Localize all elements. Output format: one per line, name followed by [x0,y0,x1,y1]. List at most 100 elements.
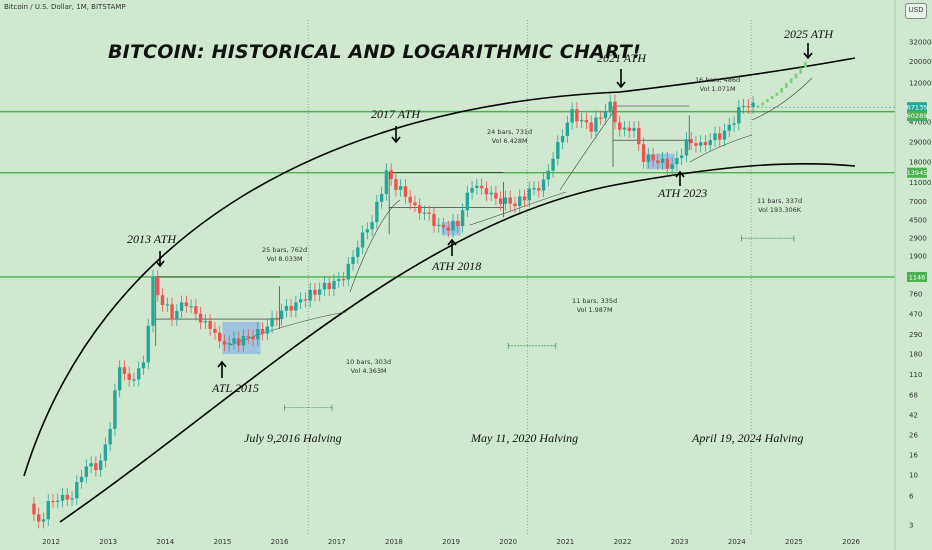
candle-body [494,192,498,199]
candle-body [170,304,174,320]
candle-body [141,362,146,369]
candle-body [713,133,717,141]
candle-body [208,320,212,329]
price-badge-60289: 60289 [907,112,928,120]
price-tick-label: 18000 [909,159,931,167]
candle-body [275,317,279,320]
candle-body [565,122,570,137]
price-tick-label: 1900 [909,252,927,260]
price-tick-label: 16 [909,452,918,460]
measure-2023-2024: 11 bars, 337d Vol 193.306K [757,197,803,214]
projection-candle [775,92,779,96]
candle-body [427,212,431,214]
candle-body [203,320,208,323]
candle-body [184,302,189,307]
time-tick-label: 2022 [614,538,632,546]
time-tick-label: 2015 [214,538,232,546]
candle-body [175,311,179,320]
annotation-arrow [803,52,813,60]
chart-title: BITCOIN: HISTORICAL AND LOGARITHMIC CHAR… [108,41,641,63]
candle-body [217,332,222,342]
candle-body [570,109,574,123]
price-tick-label: 47000 [909,119,931,127]
candle-body [608,101,612,111]
candle-body [98,460,103,470]
candle-body [270,317,274,327]
candle-body [379,194,384,202]
candles-group [32,94,755,529]
candle-body [294,302,298,311]
measure-2015-2016: 10 bars, 303d Vol 4.363M [346,358,392,375]
time-tick-label: 2021 [556,538,574,546]
projection-candle [770,95,774,100]
candle-body [308,289,312,301]
candle-body [637,128,641,145]
candle-body [703,142,708,146]
candle-body [160,295,165,306]
annotation-ath-2023: ATH 2023 [658,186,708,200]
candle-body [589,122,593,132]
candle-body [684,139,689,156]
candle-body [660,158,665,164]
candle-body [332,280,336,290]
candle-body [260,329,265,334]
candle-body [94,463,98,470]
projection-candle [785,83,788,88]
candle-body [246,335,250,338]
price-badge-1146: 1146 [909,273,926,281]
candle-body [465,192,470,211]
candle-body [327,282,331,290]
projection-candle [794,73,798,79]
candle-body [70,498,74,500]
price-badge-current: 67135 [907,104,928,112]
candle-body [360,232,365,248]
candle-body [303,299,308,301]
candle-body [737,107,741,124]
accumulation-box [222,321,261,355]
time-tick-label: 2017 [328,538,346,546]
candle-body [489,192,493,195]
measure-2021-2023: 16 bars, 486d Vol 1.071M [695,76,741,93]
candle-body [222,341,227,345]
candle-body [351,256,355,264]
candle-body [375,201,379,223]
candle-body [470,187,474,193]
symbol-header: Bitcoin / U.S. Dollar, 1M, BITSTAMP [4,3,126,11]
candle-body [279,310,284,320]
candle-body [632,128,636,131]
currency-button[interactable]: USD [905,3,927,19]
candle-body [346,263,350,280]
candle-body [89,463,93,467]
price-badge-13945: 13945 [907,169,928,177]
time-tick-label: 2016 [271,538,289,546]
annotation-halving-2024: April 19, 2024 Halving [692,431,804,445]
annotation-2021-ath: 2021 ATH [597,51,647,65]
candle-body [51,501,55,503]
measure-2019-2020: 11 bars, 335d Vol 1.987M [572,297,618,314]
candle-body [356,247,360,257]
annotation-2025-ath: 2025 ATH [784,27,834,41]
candle-body [384,170,389,195]
candle-body [618,122,622,130]
price-tick-label: 120000 [909,79,932,87]
price-tick-label: 290 [909,331,922,339]
candle-body [446,227,450,231]
candle-body [403,186,408,197]
candle-body [699,142,703,146]
candle-body [646,154,651,162]
candle-body [460,210,465,227]
time-tick-label: 2014 [156,538,174,546]
candle-body [75,482,79,499]
time-tick-label: 2025 [785,538,803,546]
projection-candle [766,99,769,103]
projection-candle [789,78,793,84]
candle-body [137,368,141,380]
candle-body [56,500,60,502]
candle-body [603,110,608,119]
candle-body [722,130,727,140]
lower-log-curve [59,162,856,523]
candle-body [418,205,422,214]
